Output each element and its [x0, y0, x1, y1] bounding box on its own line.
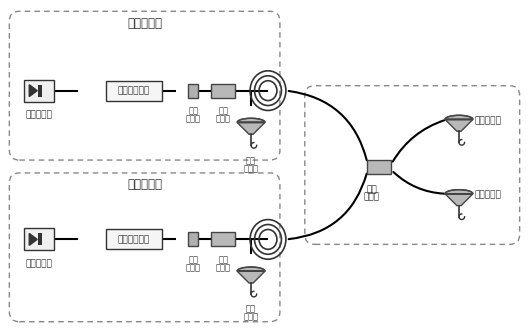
- Polygon shape: [445, 194, 473, 206]
- Text: 第一探测器: 第一探测器: [475, 116, 502, 125]
- Bar: [38, 233, 42, 245]
- Polygon shape: [237, 122, 265, 134]
- Polygon shape: [445, 120, 473, 131]
- Bar: [106, 81, 161, 100]
- Polygon shape: [237, 267, 265, 271]
- Bar: [38, 85, 42, 96]
- Text: 第一发送端: 第一发送端: [127, 17, 162, 30]
- Bar: [24, 228, 54, 250]
- Bar: [106, 229, 161, 249]
- Bar: [188, 232, 198, 246]
- Polygon shape: [29, 233, 37, 245]
- Text: 探测器: 探测器: [243, 313, 259, 322]
- Text: 第三: 第三: [246, 305, 256, 314]
- Text: 第一: 第一: [366, 185, 377, 194]
- Text: 第三: 第三: [246, 156, 256, 165]
- Text: 第二探测器: 第二探测器: [475, 190, 502, 199]
- Bar: [188, 84, 198, 97]
- Text: 减单元: 减单元: [186, 263, 201, 272]
- Bar: [24, 80, 54, 102]
- Text: 相位调制单元: 相位调制单元: [117, 86, 150, 95]
- Bar: [211, 84, 235, 97]
- Text: 分束器: 分束器: [216, 263, 231, 272]
- Text: 探测器: 探测器: [243, 164, 259, 173]
- Text: 减单元: 减单元: [186, 115, 201, 123]
- Text: 相干光光源: 相干光光源: [26, 111, 52, 120]
- Text: 相干光光源: 相干光光源: [26, 259, 52, 268]
- Text: 第二发送端: 第二发送端: [127, 178, 162, 191]
- Text: 分束器: 分束器: [216, 115, 231, 123]
- Polygon shape: [237, 118, 265, 122]
- Text: 第二: 第二: [218, 255, 228, 264]
- Text: 相位调制单元: 相位调制单元: [117, 235, 150, 244]
- Bar: [368, 159, 391, 175]
- Text: 光衰: 光衰: [188, 107, 198, 116]
- Polygon shape: [445, 115, 473, 120]
- Polygon shape: [237, 271, 265, 283]
- Polygon shape: [445, 190, 473, 194]
- Polygon shape: [29, 85, 37, 96]
- Bar: [211, 232, 235, 246]
- Text: 分束器: 分束器: [363, 193, 379, 202]
- Text: 第二: 第二: [218, 107, 228, 116]
- Text: 光衰: 光衰: [188, 255, 198, 264]
